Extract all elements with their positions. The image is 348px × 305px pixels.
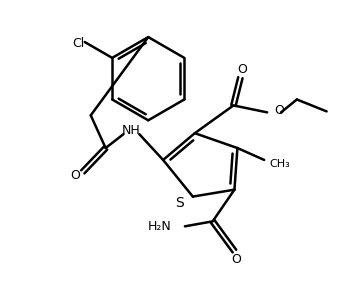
- Text: O: O: [231, 253, 242, 266]
- Text: H₂N: H₂N: [147, 220, 171, 233]
- Text: NH: NH: [122, 124, 141, 137]
- Text: CH₃: CH₃: [269, 159, 290, 169]
- Text: O: O: [70, 169, 80, 182]
- Text: S: S: [176, 196, 184, 210]
- Text: O: O: [237, 63, 247, 76]
- Text: Cl: Cl: [73, 38, 85, 51]
- Text: O: O: [274, 104, 284, 117]
